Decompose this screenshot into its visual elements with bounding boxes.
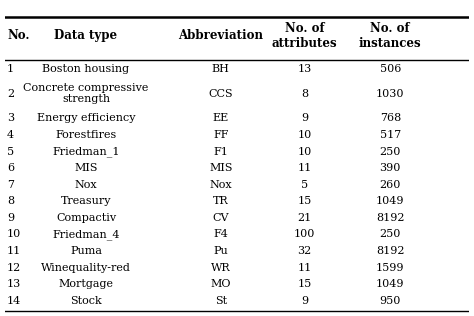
Text: 15: 15 — [297, 196, 311, 206]
Text: Mortgage: Mortgage — [58, 279, 114, 289]
Text: 32: 32 — [297, 246, 311, 256]
Text: Forestfires: Forestfires — [55, 130, 117, 140]
Text: Data type: Data type — [55, 29, 118, 42]
Text: 5: 5 — [301, 180, 308, 190]
Text: Energy efficiency: Energy efficiency — [37, 113, 135, 124]
Text: F4: F4 — [213, 229, 228, 240]
Text: EE: EE — [213, 113, 229, 124]
Text: 8192: 8192 — [376, 213, 404, 223]
Text: MO: MO — [210, 279, 231, 289]
Text: 1599: 1599 — [376, 263, 404, 272]
Text: 390: 390 — [380, 163, 401, 173]
Text: 260: 260 — [380, 180, 401, 190]
Text: F1: F1 — [213, 147, 228, 156]
Text: 5: 5 — [7, 147, 14, 156]
Text: 14: 14 — [7, 296, 21, 306]
Text: TR: TR — [213, 196, 228, 206]
Text: CCS: CCS — [209, 88, 233, 99]
Text: 250: 250 — [380, 147, 401, 156]
Text: 11: 11 — [297, 163, 311, 173]
Text: 8192: 8192 — [376, 246, 404, 256]
Text: 10: 10 — [297, 130, 311, 140]
Text: Pu: Pu — [213, 246, 228, 256]
Text: 8: 8 — [301, 88, 308, 99]
Text: 517: 517 — [380, 130, 401, 140]
Text: 1030: 1030 — [376, 88, 404, 99]
Text: MIS: MIS — [209, 163, 232, 173]
Text: 10: 10 — [7, 229, 21, 240]
Text: 11: 11 — [297, 263, 311, 272]
Text: Puma: Puma — [70, 246, 102, 256]
Text: 9: 9 — [301, 113, 308, 124]
Text: 768: 768 — [380, 113, 401, 124]
Text: 13: 13 — [7, 279, 21, 289]
Text: BH: BH — [212, 64, 230, 74]
Text: 3: 3 — [7, 113, 14, 124]
Text: Nox: Nox — [75, 180, 97, 190]
Text: 21: 21 — [297, 213, 311, 223]
Text: 100: 100 — [294, 229, 315, 240]
Text: Friedman_4: Friedman_4 — [52, 229, 120, 240]
Text: 1049: 1049 — [376, 279, 404, 289]
Text: 8: 8 — [7, 196, 14, 206]
Text: 1049: 1049 — [376, 196, 404, 206]
Text: No. of
attributes: No. of attributes — [272, 22, 337, 50]
Text: 13: 13 — [297, 64, 311, 74]
Text: St: St — [215, 296, 227, 306]
Text: 950: 950 — [380, 296, 401, 306]
Text: Friedman_1: Friedman_1 — [52, 146, 120, 157]
Text: WR: WR — [211, 263, 230, 272]
Text: 6: 6 — [7, 163, 14, 173]
Text: 15: 15 — [297, 279, 311, 289]
Text: 10: 10 — [297, 147, 311, 156]
Text: Compactiv: Compactiv — [56, 213, 116, 223]
Text: 9: 9 — [7, 213, 14, 223]
Text: FF: FF — [213, 130, 228, 140]
Text: Nox: Nox — [210, 180, 232, 190]
Text: Winequality-red: Winequality-red — [41, 263, 131, 272]
Text: MIS: MIS — [74, 163, 98, 173]
Text: No. of
instances: No. of instances — [359, 22, 421, 50]
Text: Treasury: Treasury — [61, 196, 111, 206]
Text: 1: 1 — [7, 64, 14, 74]
Text: Boston housing: Boston housing — [43, 64, 129, 74]
Text: Abbreviation: Abbreviation — [178, 29, 263, 42]
Text: 7: 7 — [7, 180, 14, 190]
Text: 11: 11 — [7, 246, 21, 256]
Text: 506: 506 — [380, 64, 401, 74]
Text: Concrete compressive
strength: Concrete compressive strength — [23, 83, 149, 104]
Text: 2: 2 — [7, 88, 14, 99]
Text: 250: 250 — [380, 229, 401, 240]
Text: 12: 12 — [7, 263, 21, 272]
Text: 4: 4 — [7, 130, 14, 140]
Text: No.: No. — [7, 29, 29, 42]
Text: CV: CV — [212, 213, 229, 223]
Text: 9: 9 — [301, 296, 308, 306]
Text: Stock: Stock — [70, 296, 102, 306]
